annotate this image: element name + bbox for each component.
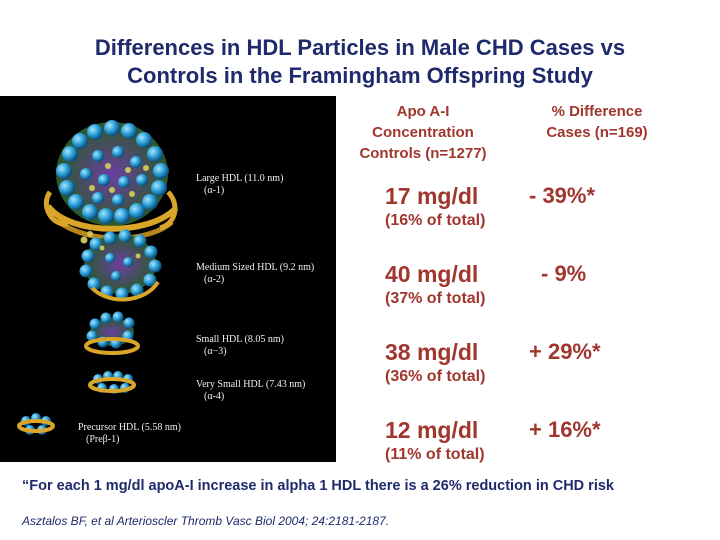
row-2-difference: - 9% [541,261,587,286]
hdl-particle-illustration [17,120,179,435]
small-hdl-size: (8.05 nm) [244,334,284,345]
row-2-concentration: 40 mg/dl (37% of total) [385,260,485,310]
apo-header-line-1: Apo A-I [396,103,450,120]
difference-header-line-2: Cases (n=169) [546,124,648,141]
row-1-percent-of-total: (16% of total) [385,212,486,229]
row-2-percent-of-total: (37% of total) [385,290,486,307]
row-1-difference: - 39%* [529,183,596,208]
precursor-hdl-size: (5.58 nm) [141,422,181,433]
hdl-particle-figure: Large HDL (11.0 nm) (α-1) Medium Sized H… [0,96,336,462]
row-4-concentration: 12 mg/dl (11% of total) [385,416,485,466]
very-small-hdl-subclass: (α-4) [204,391,225,402]
row-2-concentration-value: 40 mg/dl [385,261,479,287]
apo-column-header: Apo A-I Concentration Controls (n=1277) [338,101,508,164]
slide-title-line-1: Differences in HDL Particles in Male CHD… [94,35,626,60]
row-4-percent-of-total: (11% of total) [385,446,485,463]
slide-title: Differences in HDL Particles in Male CHD… [0,34,720,90]
row-4-concentration-value: 12 mg/dl [385,417,479,443]
precursor-hdl-label: Precursor HDL (5.58 nm) (Preβ-1) [78,422,181,446]
precursor-hdl-subclass: (Preβ-1) [86,434,120,445]
large-hdl-name: Large HDL [196,173,242,184]
row-3-concentration-value: 38 mg/dl [385,339,479,365]
medium-hdl-size: (9.2 nm) [279,262,315,273]
row-1-concentration-value: 17 mg/dl [385,183,479,209]
apo-header-line-2: Concentration [372,124,474,141]
apo-header-line-3: Controls (n=1277) [359,145,487,162]
large-hdl-particle [43,120,179,241]
large-hdl-subclass: (α-1) [204,185,225,196]
row-4-difference: + 16%* [529,417,601,442]
row-3-percent-of-total: (36% of total) [385,368,486,385]
small-hdl-particle [84,311,140,355]
difference-column-header: % Difference Cases (n=169) [522,101,672,143]
row-3-concentration: 38 mg/dl (36% of total) [385,338,485,388]
slide-title-line-2: Controls in the Framingham Offspring Stu… [127,63,593,88]
very-small-hdl-label: Very Small HDL (7.43 nm) (α-4) [196,379,305,403]
precursor-hdl-name: Precursor HDL [78,422,140,433]
very-small-hdl-particle [88,371,136,394]
key-finding-quote: “For each 1 mg/dl apoA-I increase in alp… [22,478,614,494]
large-hdl-label: Large HDL (11.0 nm) (α-1) [196,173,283,197]
very-small-hdl-name: Very Small HDL [196,379,264,390]
small-hdl-label: Small HDL (8.05 nm) (α−3) [196,334,284,358]
small-hdl-name: Small HDL [196,334,243,345]
precursor-hdl-particle [17,413,55,435]
medium-hdl-particle [79,229,162,302]
medium-hdl-label: Medium Sized HDL (9.2 nm) (α-2) [196,262,314,286]
difference-header-line-1: % Difference [551,103,643,120]
medium-hdl-subclass: (α-2) [204,274,225,285]
large-hdl-size: (11.0 nm) [244,173,284,184]
very-small-hdl-size: (7.43 nm) [265,379,306,390]
row-1-concentration: 17 mg/dl (16% of total) [385,182,485,232]
row-3-difference: + 29%* [529,339,601,364]
medium-hdl-name: Medium Sized HDL [196,262,278,273]
small-hdl-subclass: (α−3) [204,346,227,357]
citation: Asztalos BF, et al Arterioscler Thromb V… [22,514,390,528]
